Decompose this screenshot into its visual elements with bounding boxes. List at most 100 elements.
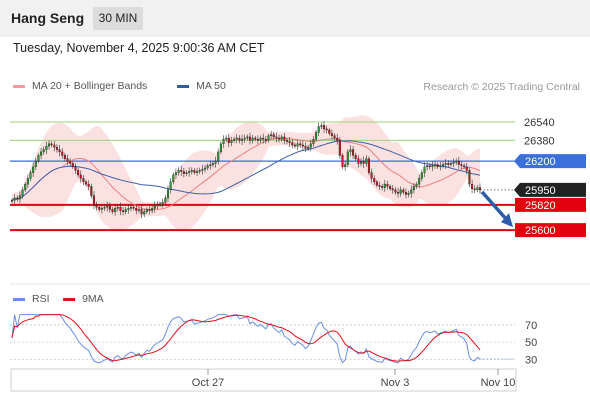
candle (428, 165, 431, 168)
candle (241, 139, 244, 141)
candle (42, 149, 45, 153)
candle (185, 172, 188, 174)
candle (87, 183, 90, 187)
candle (214, 160, 217, 164)
candle (238, 137, 241, 141)
candle (103, 206, 106, 209)
candle (63, 155, 66, 159)
candle (16, 197, 19, 200)
candle (10, 200, 14, 202)
candle (407, 193, 410, 195)
candle (209, 164, 212, 166)
candle (227, 137, 230, 143)
candle (53, 144, 56, 148)
candle (251, 137, 254, 141)
candle (293, 144, 296, 147)
candle (95, 204, 98, 208)
candle (320, 125, 323, 127)
candle (119, 206, 122, 211)
rsi-legend: RSI 9MA (13, 293, 104, 305)
candle (333, 135, 336, 139)
candle (193, 170, 196, 173)
candle (217, 151, 220, 162)
candle (362, 160, 365, 164)
candle (55, 147, 58, 150)
forecast-arrow-head (501, 213, 513, 228)
x-axis-frame (10, 368, 517, 392)
candle (145, 209, 148, 212)
candle (100, 208, 103, 210)
candle (233, 139, 236, 141)
candle (478, 187, 482, 191)
candle (307, 147, 310, 149)
legend-swatch (177, 85, 190, 88)
candle (211, 163, 214, 165)
candle (47, 143, 51, 147)
candle (457, 160, 460, 165)
candles (10, 121, 482, 219)
candle (26, 178, 29, 185)
candle (259, 137, 262, 141)
candle (291, 142, 294, 146)
candle (346, 151, 349, 165)
candle (399, 189, 402, 194)
level-label-25820: 25820 (525, 200, 556, 212)
rsi-tick-70: 70 (525, 320, 537, 332)
candle (383, 183, 386, 188)
candle (465, 166, 468, 171)
candle (172, 174, 175, 183)
candle (127, 208, 130, 210)
candle (161, 202, 164, 204)
candle (328, 129, 331, 134)
candle (412, 186, 415, 191)
candle (460, 164, 463, 166)
rsi-line (11, 314, 481, 364)
candle (61, 151, 64, 156)
candle (190, 170, 193, 172)
candle (468, 170, 471, 185)
candle (82, 178, 85, 183)
candle (77, 170, 80, 176)
candle (116, 206, 119, 209)
candle (410, 189, 413, 194)
candle (143, 211, 146, 215)
candle (71, 163, 74, 168)
candle (153, 205, 156, 209)
candle (50, 143, 53, 146)
level-label-25950: 25950 (525, 185, 556, 197)
candle (455, 160, 458, 163)
forecast-arrow (480, 190, 513, 228)
rsi-ma-line (11, 314, 481, 362)
candle (367, 158, 370, 173)
candle (471, 183, 474, 189)
candle (312, 139, 315, 145)
candle (373, 178, 376, 183)
candle (108, 205, 111, 210)
chart-datetime: Tuesday, November 4, 2025 9:00:36 AM CET (13, 41, 265, 55)
candle (288, 141, 291, 143)
candle (402, 189, 405, 193)
candle (132, 206, 135, 209)
candle (431, 165, 434, 168)
candle (37, 155, 40, 162)
candle (296, 143, 299, 147)
candle (248, 136, 251, 141)
candle (463, 165, 466, 168)
interval-selector[interactable]: 30 MIN (93, 7, 143, 30)
candle (280, 136, 283, 140)
candle (315, 132, 318, 140)
candle (159, 203, 162, 206)
candle (418, 178, 421, 185)
candle (386, 183, 389, 187)
legend-label: 9MA (82, 293, 104, 305)
candle (262, 137, 265, 140)
candle (243, 137, 246, 140)
candle (415, 183, 418, 187)
candle (135, 208, 138, 211)
legend-label: RSI (32, 293, 50, 305)
candle (426, 165, 429, 168)
candle (420, 172, 423, 179)
candle (254, 137, 257, 140)
candle (322, 125, 326, 130)
